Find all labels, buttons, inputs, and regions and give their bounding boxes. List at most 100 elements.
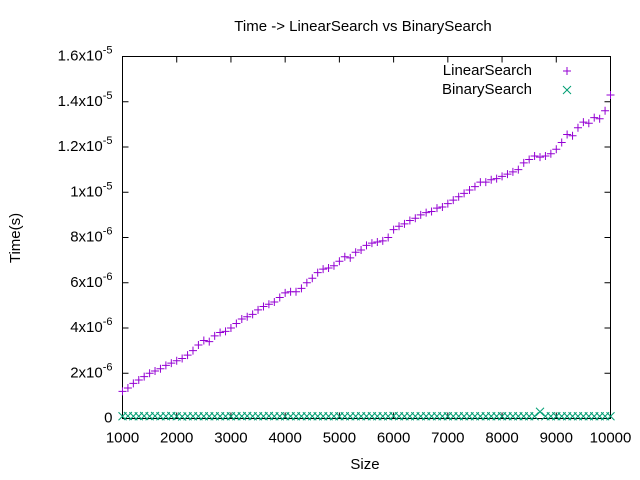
data-point [178,354,187,363]
data-point [216,328,225,337]
data-point [210,331,219,340]
legend-label: LinearSearch [443,62,532,79]
data-point [568,131,577,140]
data-point [389,225,398,234]
data-point [557,138,566,147]
data-point [525,155,534,164]
x-tick-label: 9000 [540,429,573,446]
data-point [487,175,496,184]
data-point [351,248,360,257]
data-point [514,165,523,174]
y-tick-label: 4x10-6 [70,316,112,336]
legend-marker [562,85,572,95]
data-point [335,257,344,266]
data-point [460,189,469,198]
y-tick-label: 6x10-6 [70,271,112,291]
data-point [535,407,545,417]
data-point [221,327,230,336]
data-point [552,145,561,154]
x-tick-label: 8000 [485,429,518,446]
data-point [606,90,615,99]
data-point [579,118,588,127]
data-point [281,288,290,297]
x-tick-label: 1000 [106,429,139,446]
data-point [601,106,610,115]
y-axis-label: Time(s) [7,213,24,263]
data-point [183,351,192,360]
x-axis-label: Size [350,456,379,473]
data-point [470,182,479,191]
data-point [519,158,528,167]
data-point [378,236,387,245]
legend-label: BinarySearch [442,81,532,98]
y-tick-label: 0 [104,409,112,426]
data-point [319,265,328,274]
data-point [297,284,306,293]
data-point [465,185,474,194]
x-tick-label: 5000 [323,429,356,446]
data-point [194,340,203,349]
data-point [167,359,176,368]
data-point [324,264,333,273]
data-point [530,411,539,421]
data-point [254,305,263,314]
data-point [454,192,463,201]
y-tick-label: 1.6x10-5 [58,44,113,64]
chart-title: Time -> LinearSearch vs BinarySearch [234,18,491,35]
data-point [573,123,582,132]
data-point [503,170,512,179]
data-point [384,233,393,242]
data-point [129,379,138,388]
data-point [270,297,279,306]
data-point [264,300,273,309]
data-point [595,114,604,123]
data-point [145,369,154,378]
data-point [248,310,257,319]
y-tick-label: 2x10-6 [70,361,112,381]
data-point [199,336,208,345]
data-point [346,253,355,262]
data-point [362,241,371,250]
data-point [438,202,447,211]
y-tick-label: 1x10-5 [70,180,112,200]
x-tick-label: 4000 [268,429,301,446]
data-point [226,324,235,332]
data-point [232,319,241,328]
legend-marker [563,67,571,75]
data-point [492,174,501,183]
data-point [140,372,149,381]
data-point [357,245,366,254]
data-point [405,216,414,225]
x-tick-label: 7000 [431,429,464,446]
data-point [443,199,452,208]
data-point [416,210,425,219]
data-point [161,361,170,370]
data-point [508,167,517,176]
data-point [313,268,322,277]
data-point [243,312,252,321]
data-point [123,383,132,392]
data-point [329,261,338,270]
data-point [151,366,160,375]
y-tick-label: 1.2x10-5 [58,135,113,155]
data-point [134,376,143,385]
data-point [400,219,409,228]
data-point [340,252,349,261]
data-point [481,178,490,187]
data-point [118,387,127,396]
data-point [302,278,311,287]
x-tick-label: 10000 [590,429,632,446]
y-tick-label: 8x10-6 [70,225,112,245]
data-point [541,152,550,161]
data-point [156,364,165,373]
data-point [292,287,301,296]
x-tick-label: 3000 [214,429,247,446]
data-point [546,149,555,158]
data-point [432,204,441,213]
data-point [530,152,539,161]
data-point [259,302,268,311]
data-point [590,113,599,122]
data-point [205,337,214,346]
